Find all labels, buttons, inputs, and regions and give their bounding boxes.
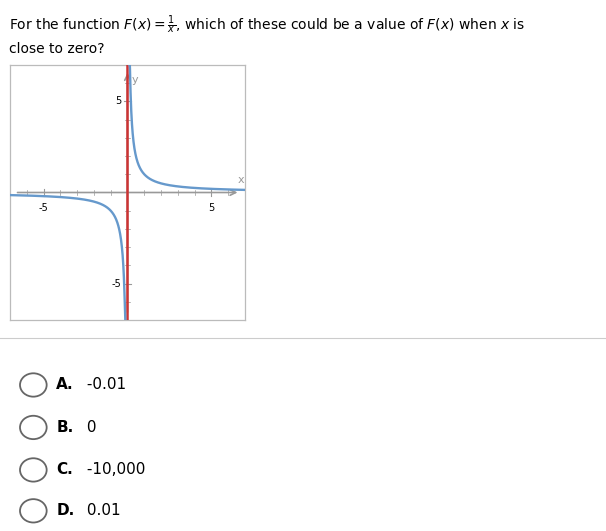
Text: A.: A. bbox=[56, 378, 74, 392]
Text: y: y bbox=[132, 75, 138, 85]
Text: B.: B. bbox=[56, 420, 73, 435]
Text: C.: C. bbox=[56, 463, 73, 477]
Text: x: x bbox=[238, 175, 244, 185]
Text: -10,000: -10,000 bbox=[82, 463, 145, 477]
Text: D.: D. bbox=[56, 503, 75, 518]
Text: -5: -5 bbox=[112, 279, 122, 288]
Text: 5: 5 bbox=[115, 97, 122, 106]
Text: -5: -5 bbox=[39, 202, 48, 212]
Text: 5: 5 bbox=[208, 202, 215, 212]
Text: 0: 0 bbox=[82, 420, 96, 435]
Text: -0.01: -0.01 bbox=[82, 378, 126, 392]
Text: For the function $F(x) = \frac{1}{x}$, which of these could be a value of $F(x)$: For the function $F(x) = \frac{1}{x}$, w… bbox=[9, 13, 525, 36]
Text: 0.01: 0.01 bbox=[82, 503, 121, 518]
Text: close to zero?: close to zero? bbox=[9, 42, 105, 56]
